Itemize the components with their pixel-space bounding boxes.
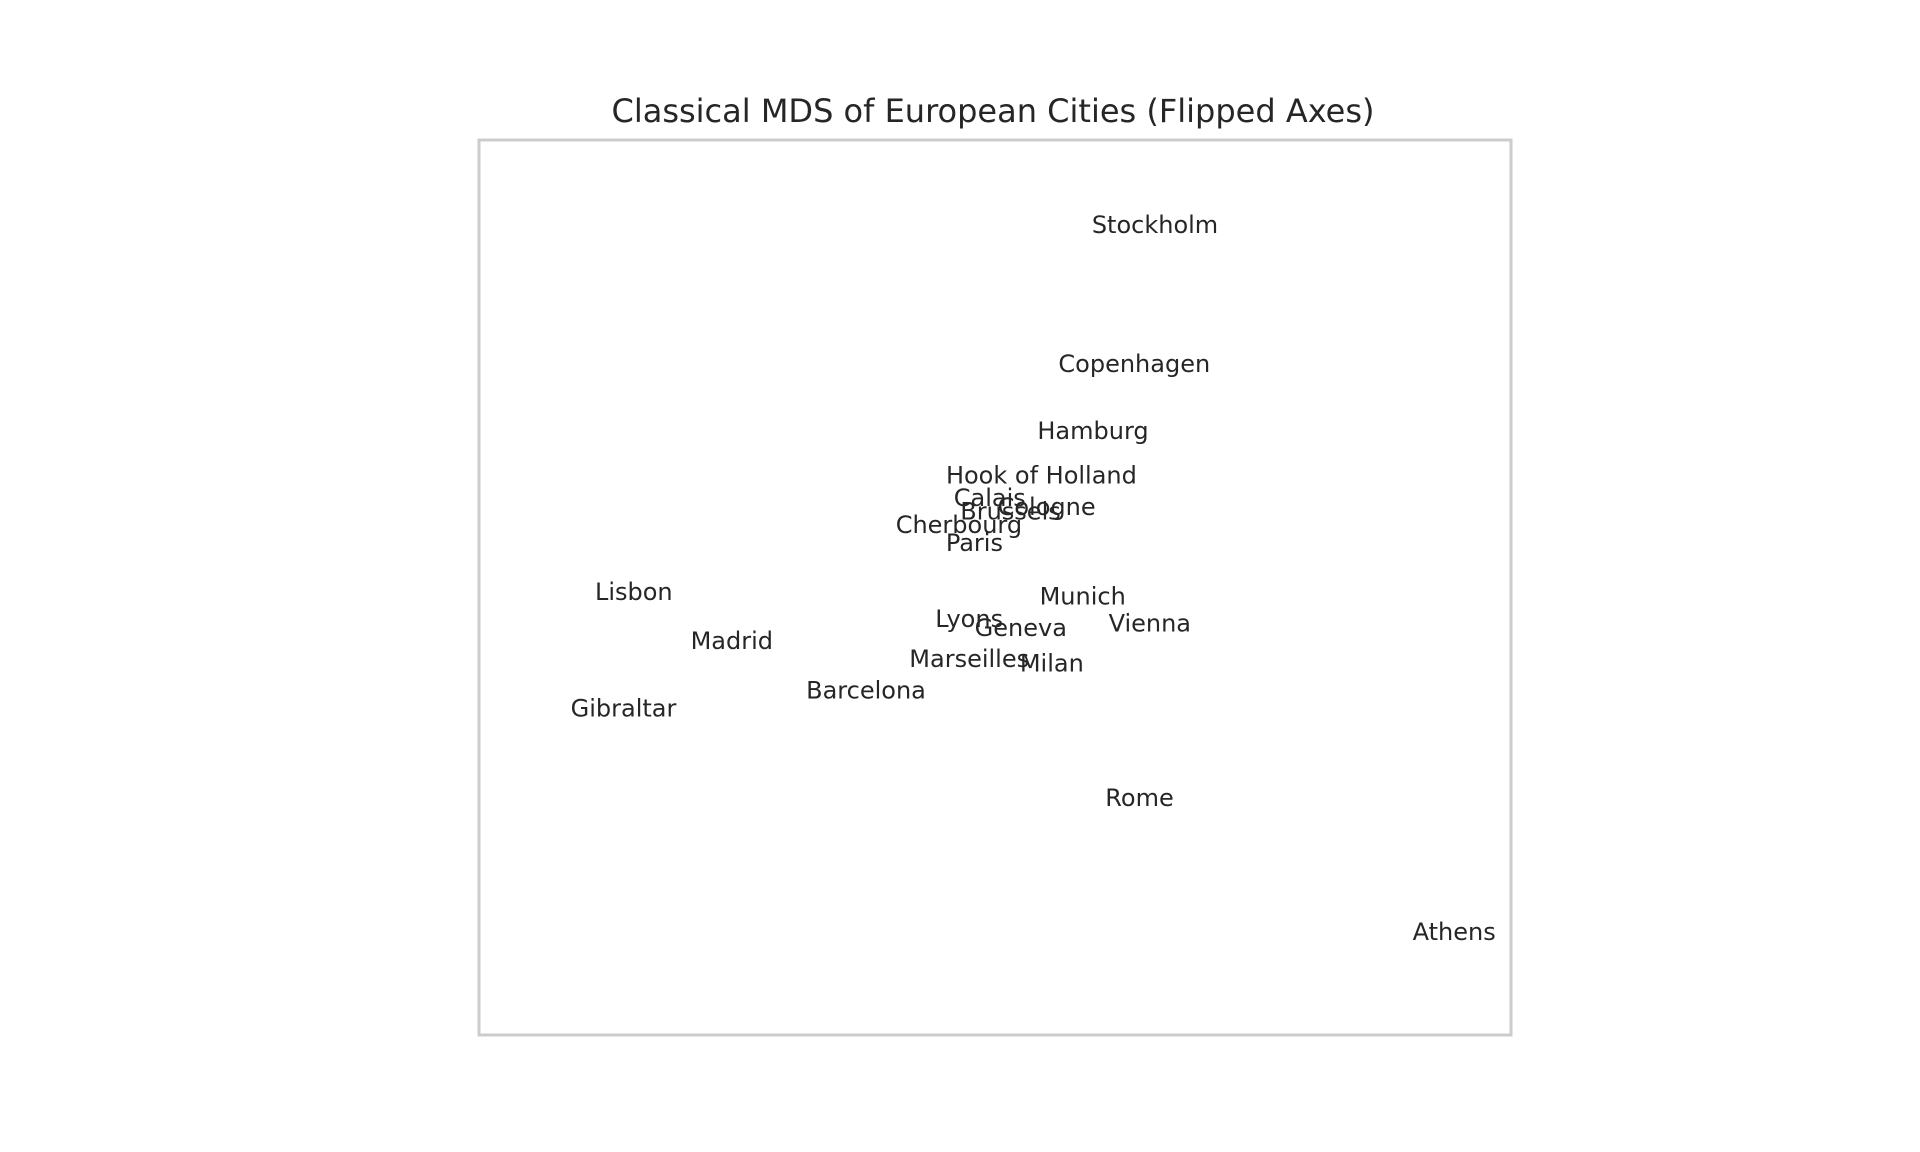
city-label-lisbon: Lisbon bbox=[595, 578, 673, 606]
city-label-madrid: Madrid bbox=[691, 627, 773, 655]
city-label-munich: Munich bbox=[1040, 583, 1126, 611]
city-label-hook-of-holland: Hook of Holland bbox=[946, 462, 1137, 490]
city-label-lyons: Lyons bbox=[935, 605, 1003, 633]
city-labels: Stockholm Copenhagen Hamburg Hook of Hollan… bbox=[571, 211, 1496, 946]
city-label-hamburg: Hamburg bbox=[1037, 417, 1148, 445]
city-label-paris: Paris bbox=[946, 529, 1003, 557]
city-label-copenhagen: Copenhagen bbox=[1058, 350, 1210, 378]
city-label-vienna: Vienna bbox=[1109, 609, 1191, 637]
city-label-cologne: Cologne bbox=[998, 493, 1096, 521]
city-label-stockholm: Stockholm bbox=[1092, 211, 1218, 239]
city-label-milan: Milan bbox=[1020, 650, 1084, 678]
city-label-geneva: Geneva bbox=[975, 614, 1067, 642]
city-label-brussels: Brussels bbox=[960, 497, 1061, 525]
city-label-barcelona: Barcelona bbox=[806, 676, 926, 704]
city-label-athens: Athens bbox=[1413, 918, 1496, 946]
city-label-gibraltar: Gibraltar bbox=[571, 694, 677, 722]
city-label-marseilles: Marseilles bbox=[909, 645, 1029, 673]
city-label-calais: Calais bbox=[954, 484, 1026, 512]
chart-title: Classical MDS of European Cities (Flippe… bbox=[611, 92, 1374, 130]
plot-frame bbox=[477, 138, 1513, 1037]
city-label-cherbourg: Cherbourg bbox=[896, 511, 1022, 539]
city-label-rome: Rome bbox=[1105, 784, 1173, 812]
